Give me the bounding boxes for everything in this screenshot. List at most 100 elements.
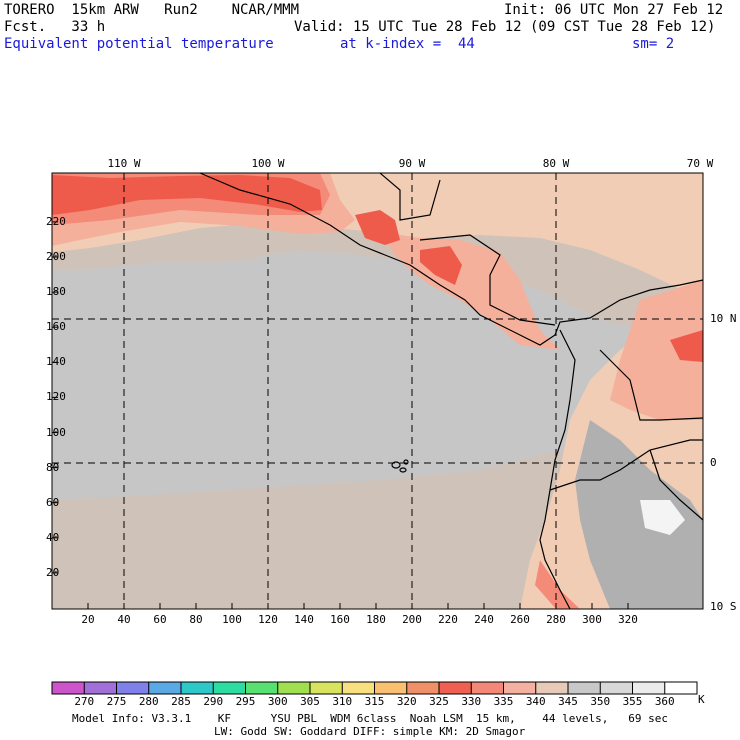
field-name: Equivalent potential temperature xyxy=(4,36,274,52)
x-tick-label: 80 xyxy=(189,613,203,626)
theta-e-band-330-coast xyxy=(535,560,580,609)
colorbar-tick-label: 280 xyxy=(138,695,159,708)
colorbar-segment xyxy=(52,682,85,694)
theta-e-band-325-colombia xyxy=(670,330,703,362)
colorbar-segment xyxy=(342,682,375,694)
y-tick-label: 80 xyxy=(46,460,60,474)
colorbar-segment xyxy=(664,682,698,694)
colorbar-segment xyxy=(84,682,117,694)
land-peak-cold xyxy=(640,500,685,535)
colorbar-tick-label: 350 xyxy=(590,695,611,708)
theta-e-band-325-guatemala xyxy=(355,210,400,245)
colorbar-segment xyxy=(406,682,440,694)
theta-e-band-325-honduras xyxy=(420,246,462,285)
x-tick-label: 40 xyxy=(117,613,131,626)
coast-mexico xyxy=(199,172,411,266)
colorbar-segment xyxy=(245,682,279,694)
colorbar xyxy=(51,681,698,695)
model-info: Model Info: V3.3.1 KF YSU PBL WDM 6class… xyxy=(72,712,669,725)
colorbar-tick-label: 295 xyxy=(235,695,256,708)
land-andes-cool xyxy=(575,420,703,609)
colorbar-tick-label: 310 xyxy=(332,695,353,708)
y-tick-label: 40 xyxy=(46,530,60,544)
x-tick-label: 220 xyxy=(438,613,458,626)
colorbar-tick-label: 360 xyxy=(654,695,675,708)
colorbar-unit: K xyxy=(698,693,705,706)
x-tick-label: 180 xyxy=(366,613,386,626)
physics-info: LW: Godd SW: Goddard DIFF: simple KM: 2D… xyxy=(214,725,526,738)
y-tick-label: 60 xyxy=(46,495,60,509)
colorbar-tick-label: 315 xyxy=(364,695,385,708)
x-tick-label: 200 xyxy=(402,613,422,626)
colorbar-segment xyxy=(148,682,182,694)
colorbar-tick-label: 275 xyxy=(106,695,127,708)
lat-label: 0 xyxy=(710,456,717,469)
lon-label: 90 W xyxy=(398,157,426,170)
colorbar-segment xyxy=(568,682,601,694)
lat-label: 10 S xyxy=(710,600,737,613)
colorbar-tick-label: 345 xyxy=(558,695,578,708)
coast-central-america xyxy=(409,264,591,346)
x-tick-label: 20 xyxy=(81,613,95,626)
border-peru-brazil xyxy=(649,449,704,521)
colorbar-segment xyxy=(600,682,633,694)
lon-label: 70 W xyxy=(686,157,714,170)
coast-caribbean xyxy=(419,234,556,326)
colorbar-tick-label: 305 xyxy=(300,695,320,708)
colorbar-segment xyxy=(374,682,408,694)
y-tick-label: 180 xyxy=(46,285,66,299)
x-tick-label: 260 xyxy=(510,613,530,626)
colorbar-tick-label: 335 xyxy=(493,695,514,708)
colorbar-segment xyxy=(181,682,214,694)
x-tick-label: 240 xyxy=(474,613,494,626)
colorbar-tick-label: 320 xyxy=(396,695,417,708)
coast-yucatan xyxy=(379,172,441,221)
colorbar-segment xyxy=(277,682,311,694)
init-time: Init: 06 UTC Mon 27 Feb 12 xyxy=(504,2,724,18)
forecast-hour: Fcst. 33 h xyxy=(4,19,106,35)
colorbar-tick-label: 340 xyxy=(525,695,546,708)
coast-colombia-north xyxy=(589,279,704,319)
colorbar-segment xyxy=(439,682,472,694)
y-tick-label: 160 xyxy=(46,320,66,334)
y-tick-label: 20 xyxy=(46,565,60,579)
coastlines xyxy=(199,172,704,610)
colorbar-segment xyxy=(310,682,343,694)
x-tick-label: 100 xyxy=(222,613,242,626)
colorbar-segment xyxy=(471,682,504,694)
border-ecuador-peru xyxy=(549,439,703,491)
x-tick-label: 120 xyxy=(258,613,278,626)
colorbar-tick-label: 330 xyxy=(461,695,482,708)
colorbar-tick-label: 355 xyxy=(622,695,643,708)
colorbar-tick-label: 300 xyxy=(267,695,288,708)
level-info: at k-index = 44 xyxy=(340,36,475,52)
x-tick-label: 140 xyxy=(294,613,314,626)
lon-label: 100 W xyxy=(251,157,285,170)
y-tick-label: 140 xyxy=(46,355,66,369)
lat-label: 10 N xyxy=(710,312,737,325)
colorbar-segment xyxy=(213,682,246,694)
colorbar-tick-label: 270 xyxy=(74,695,95,708)
lon-label: 110 W xyxy=(107,157,141,170)
y-tick-label: 200 xyxy=(46,250,66,263)
y-tick-label: 220 xyxy=(46,214,66,228)
valid-time: Valid: 15 UTC Tue 28 Feb 12 (09 CST Tue … xyxy=(294,19,716,35)
smoothing-info: sm= 2 xyxy=(632,36,675,52)
x-tick-label: 300 xyxy=(582,613,602,626)
theta-e-band-345-south xyxy=(52,450,580,609)
colorbar-segment xyxy=(503,682,537,694)
theta-e-band-325 xyxy=(52,175,322,215)
y-tick-label: 120 xyxy=(46,390,66,404)
lon-label: 80 W xyxy=(542,157,570,170)
x-tick-label: 280 xyxy=(546,613,566,626)
model-title: TORERO 15km ARW Run2 NCAR/MMM xyxy=(4,2,300,18)
x-tick-label: 320 xyxy=(618,613,638,626)
colorbar-segment xyxy=(632,682,666,694)
x-tick-label: 60 xyxy=(153,613,167,626)
map-frame xyxy=(51,172,704,610)
colorbar-tick-label: 325 xyxy=(429,695,449,708)
colorbar-segment xyxy=(535,682,569,694)
theta-e-band-335-colombia xyxy=(610,280,703,420)
colorbar-segment xyxy=(116,682,150,694)
